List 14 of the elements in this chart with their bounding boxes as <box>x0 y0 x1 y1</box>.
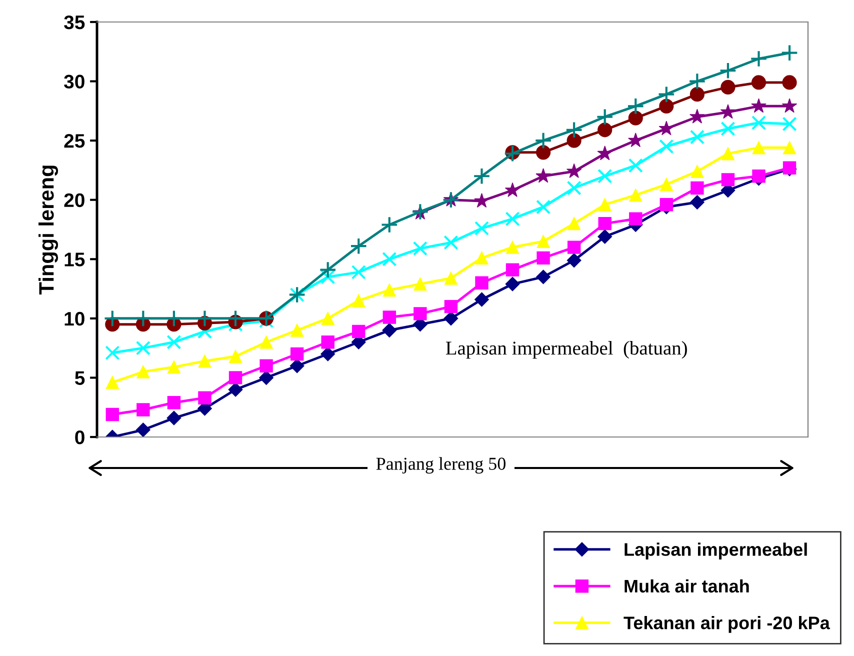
legend-label: Lapisan impermeabel <box>624 542 807 560</box>
annotation: Lapisan impermeabel (batuan) <box>446 341 687 359</box>
y-tick-label: 30 <box>64 74 84 89</box>
y-tick-label: 35 <box>64 15 85 30</box>
y-tick-label: 20 <box>64 193 84 208</box>
legend-label: Muka air tanah <box>624 579 749 593</box>
y-axis-title: Tinggi lereng <box>38 166 58 294</box>
legend-label: Tekanan air pori -20 kPa <box>624 616 830 633</box>
y-tick-label: 5 <box>74 371 85 385</box>
y-tick-label: 10 <box>64 312 84 326</box>
text: Panjang lereng 50 <box>376 457 506 474</box>
y-tick-label: 25 <box>64 134 85 148</box>
y-tick-label: 15 <box>64 252 85 266</box>
y-tick-label: 0 <box>75 430 84 444</box>
